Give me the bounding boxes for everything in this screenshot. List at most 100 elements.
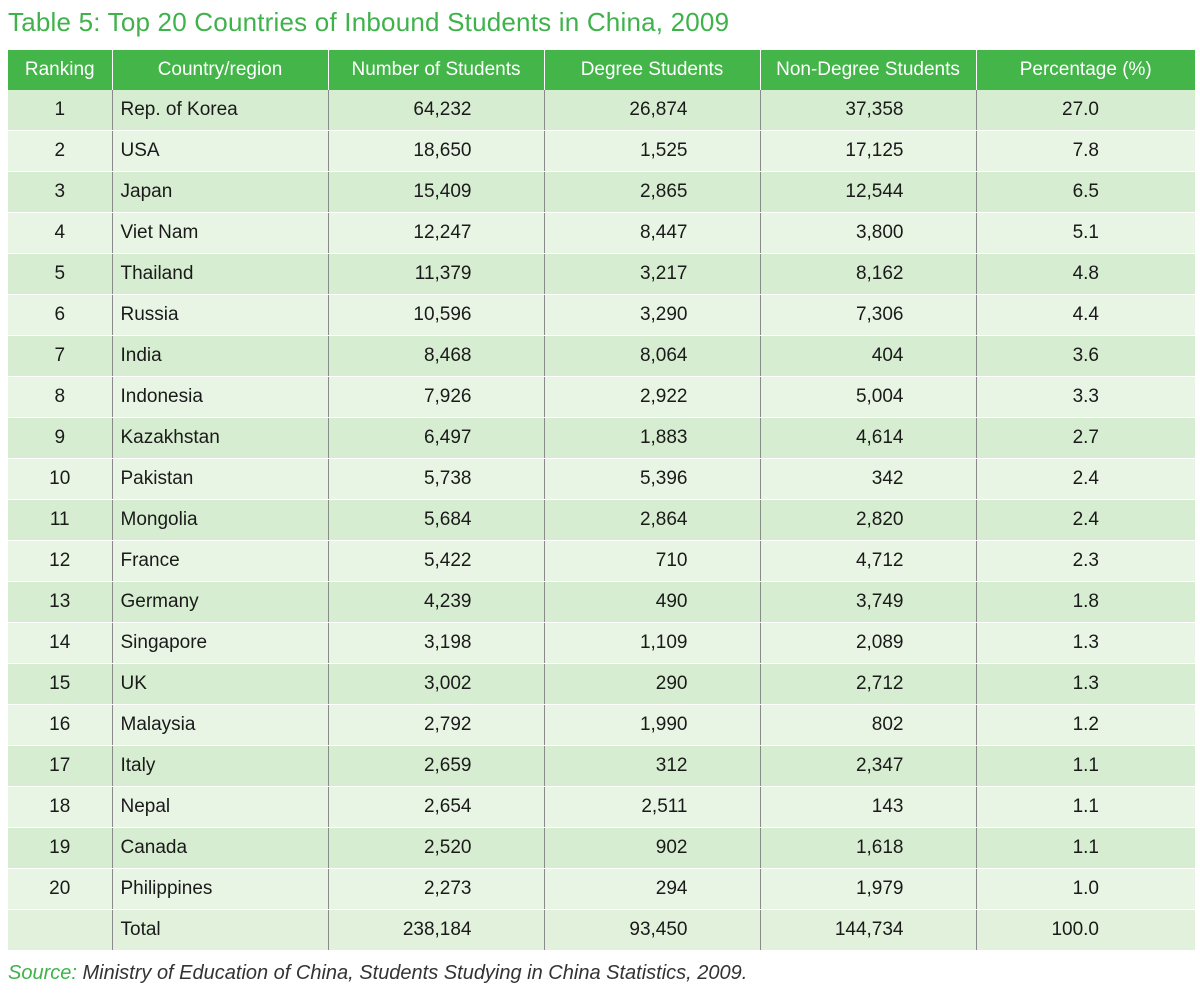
cell-percentage: 2.4 [976, 458, 1195, 500]
inbound-students-table: Ranking Country/region Number of Students D… [8, 50, 1195, 950]
cell-non-degree-students: 1,618 [760, 827, 977, 869]
cell-number-of-students: 5,422 [328, 540, 545, 582]
cell-non-degree-students: 404 [760, 335, 977, 377]
cell-ranking: 9 [8, 417, 113, 459]
cell-percentage: 1.3 [976, 663, 1195, 705]
table-row: 13 Germany 4,239 490 3,749 1.8 [8, 581, 1195, 623]
cell-number-of-students: 2,659 [328, 745, 545, 787]
cell-country: France [112, 540, 329, 582]
cell-country: Thailand [112, 253, 329, 295]
table-row: 12 France 5,422 710 4,712 2.3 [8, 540, 1195, 582]
cell-non-degree-students: 3,800 [760, 212, 977, 254]
cell-degree-students: 2,922 [544, 376, 761, 418]
cell-number-of-students: 2,654 [328, 786, 545, 828]
table-row: 8 Indonesia 7,926 2,922 5,004 3.3 [8, 376, 1195, 418]
total-cell-country: Total [112, 909, 329, 950]
cell-number-of-students: 2,520 [328, 827, 545, 869]
cell-percentage: 6.5 [976, 171, 1195, 213]
cell-non-degree-students: 2,089 [760, 622, 977, 664]
cell-non-degree-students: 342 [760, 458, 977, 500]
cell-number-of-students: 3,198 [328, 622, 545, 664]
cell-country: Philippines [112, 868, 329, 910]
cell-degree-students: 8,447 [544, 212, 761, 254]
cell-ranking: 12 [8, 540, 113, 582]
cell-percentage: 2.4 [976, 499, 1195, 541]
cell-number-of-students: 64,232 [328, 90, 545, 131]
cell-ranking: 11 [8, 499, 113, 541]
cell-non-degree-students: 2,712 [760, 663, 977, 705]
cell-country: Nepal [112, 786, 329, 828]
cell-country: Russia [112, 294, 329, 336]
cell-percentage: 7.8 [976, 130, 1195, 172]
column-header-number-of-students: Number of Students [328, 50, 545, 90]
cell-degree-students: 1,109 [544, 622, 761, 664]
cell-percentage: 3.3 [976, 376, 1195, 418]
cell-non-degree-students: 7,306 [760, 294, 977, 336]
cell-non-degree-students: 12,544 [760, 171, 977, 213]
table-row: 3 Japan 15,409 2,865 12,544 6.5 [8, 171, 1195, 213]
cell-degree-students: 2,864 [544, 499, 761, 541]
table-row: 7 India 8,468 8,064 404 3.6 [8, 335, 1195, 377]
table-row: 4 Viet Nam 12,247 8,447 3,800 5.1 [8, 212, 1195, 254]
cell-ranking: 6 [8, 294, 113, 336]
cell-country: Viet Nam [112, 212, 329, 254]
cell-non-degree-students: 4,614 [760, 417, 977, 459]
cell-non-degree-students: 2,820 [760, 499, 977, 541]
cell-country: India [112, 335, 329, 377]
table-body: 1 Rep. of Korea 64,232 26,874 37,358 27.0 2 USA… [8, 90, 1195, 910]
cell-country: Canada [112, 827, 329, 869]
table-header: Ranking Country/region Number of Students D… [8, 50, 1195, 90]
cell-percentage: 1.1 [976, 827, 1195, 869]
total-cell-degree-students: 93,450 [544, 909, 761, 950]
cell-degree-students: 2,511 [544, 786, 761, 828]
cell-degree-students: 8,064 [544, 335, 761, 377]
table-row: 16 Malaysia 2,792 1,990 802 1.2 [8, 704, 1195, 746]
cell-percentage: 1.2 [976, 704, 1195, 746]
cell-ranking: 15 [8, 663, 113, 705]
cell-number-of-students: 10,596 [328, 294, 545, 336]
cell-number-of-students: 11,379 [328, 253, 545, 295]
cell-percentage: 4.4 [976, 294, 1195, 336]
cell-non-degree-students: 2,347 [760, 745, 977, 787]
cell-country: Singapore [112, 622, 329, 664]
cell-degree-students: 490 [544, 581, 761, 623]
cell-number-of-students: 7,926 [328, 376, 545, 418]
cell-percentage: 5.1 [976, 212, 1195, 254]
column-header-degree-students: Degree Students [544, 50, 761, 90]
cell-number-of-students: 12,247 [328, 212, 545, 254]
cell-country: UK [112, 663, 329, 705]
cell-country: Rep. of Korea [112, 90, 329, 131]
table-row: 19 Canada 2,520 902 1,618 1.1 [8, 827, 1195, 869]
cell-country: Kazakhstan [112, 417, 329, 459]
source-text: Ministry of Education of China, Students… [76, 962, 748, 984]
cell-degree-students: 5,396 [544, 458, 761, 500]
total-cell-percentage: 100.0 [976, 909, 1195, 950]
cell-country: Indonesia [112, 376, 329, 418]
column-header-country: Country/region [112, 50, 329, 90]
cell-non-degree-students: 37,358 [760, 90, 977, 131]
cell-degree-students: 290 [544, 663, 761, 705]
cell-non-degree-students: 8,162 [760, 253, 977, 295]
table-row: 1 Rep. of Korea 64,232 26,874 37,358 27.0 [8, 90, 1195, 131]
cell-country: Pakistan [112, 458, 329, 500]
cell-ranking: 7 [8, 335, 113, 377]
cell-number-of-students: 6,497 [328, 417, 545, 459]
cell-number-of-students: 18,650 [328, 130, 545, 172]
table-footer: Total 238,184 93,450 144,734 100.0 [8, 909, 1195, 950]
cell-degree-students: 1,990 [544, 704, 761, 746]
cell-percentage: 4.8 [976, 253, 1195, 295]
table-row: 14 Singapore 3,198 1,109 2,089 1.3 [8, 622, 1195, 664]
cell-non-degree-students: 4,712 [760, 540, 977, 582]
cell-country: Japan [112, 171, 329, 213]
column-header-ranking: Ranking [8, 50, 113, 90]
cell-number-of-students: 2,273 [328, 868, 545, 910]
cell-degree-students: 1,883 [544, 417, 761, 459]
cell-degree-students: 902 [544, 827, 761, 869]
table-row: 2 USA 18,650 1,525 17,125 7.8 [8, 130, 1195, 172]
cell-percentage: 2.7 [976, 417, 1195, 459]
cell-country: Mongolia [112, 499, 329, 541]
table-row: 5 Thailand 11,379 3,217 8,162 4.8 [8, 253, 1195, 295]
cell-percentage: 1.3 [976, 622, 1195, 664]
total-cell-non-degree-students: 144,734 [760, 909, 977, 950]
cell-ranking: 13 [8, 581, 113, 623]
